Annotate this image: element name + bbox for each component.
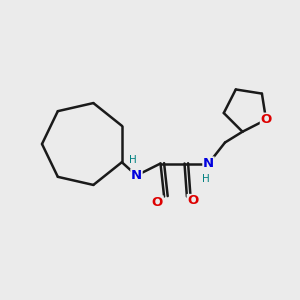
Text: O: O: [187, 194, 199, 208]
Text: N: N: [131, 169, 142, 182]
Text: N: N: [203, 157, 214, 170]
Text: H: H: [129, 155, 137, 165]
Text: O: O: [260, 113, 272, 126]
Text: H: H: [202, 173, 209, 184]
Text: O: O: [152, 196, 163, 209]
